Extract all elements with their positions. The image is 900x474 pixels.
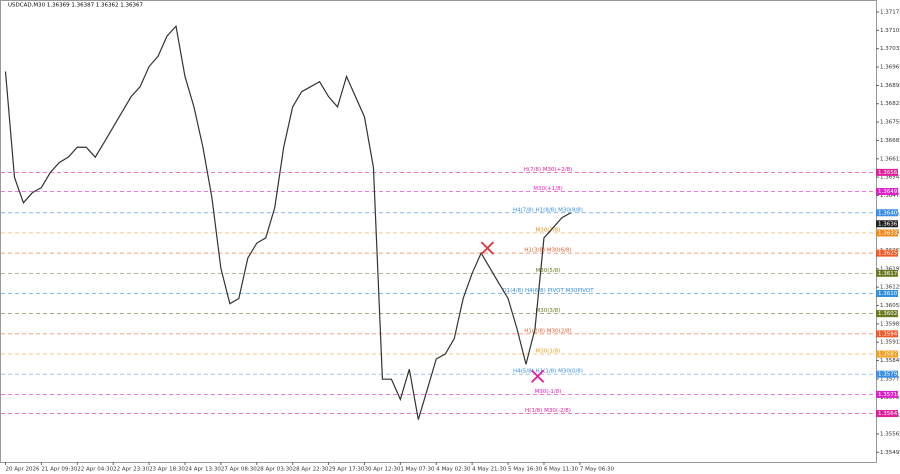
level-label: H4(5/8) H1(1/8) M30(0/8) [513, 369, 583, 375]
y-tick-label: 1.35845 [880, 358, 900, 364]
level-price: 1.3649 [878, 189, 898, 195]
plot-frame [0, 0, 877, 463]
x-tick-label: 24 Apr 13:30 [185, 467, 221, 473]
y-tick-label: 1.35915 [880, 340, 900, 346]
y-tick-label: 1.36615 [880, 156, 900, 162]
x-tick-label: 20 Apr 2026 [5, 467, 40, 473]
x-tick-label: 5 May 16:30 [508, 467, 543, 473]
marker-cross [531, 369, 545, 383]
x-tick-label: 28 Apr 03:30 [257, 467, 293, 473]
x-tick-label: 21 Apr 09:30 [41, 467, 77, 473]
level-label: M30(7/8) [536, 227, 561, 233]
level-label: M30(5/8) [536, 268, 561, 274]
level-price: 1.36255 [878, 251, 900, 257]
marker-cross [480, 241, 495, 255]
y-tick-label: 1.36545 [880, 175, 900, 181]
x-tick-label: 22 Apr 04:30 [77, 467, 113, 473]
last-price-box [876, 220, 898, 228]
level-price: 1.35947 [878, 331, 900, 337]
level-price: 1.35643 [878, 411, 900, 417]
y-tick-label: 1.37175 [880, 10, 900, 16]
y-tick-label: 1.36475 [880, 193, 900, 199]
level-price-box [876, 229, 898, 237]
level-price: 1.35716 [878, 392, 900, 398]
level-label: H1(3/8) M30(6/8) [524, 248, 571, 254]
level-price-box [876, 289, 898, 297]
level-label: M30(+1/8) [533, 186, 563, 192]
y-tick-label: 1.36755 [880, 120, 900, 126]
level-label: M30(3/8) [536, 308, 561, 314]
y-tick-label: 1.35495 [880, 450, 900, 456]
level-price-box [876, 390, 898, 398]
x-tick-label: 28 Apr 22:30 [293, 467, 329, 473]
level-price: 1.36563 [878, 170, 900, 176]
x-tick-label: 23 Apr 18:30 [149, 467, 185, 473]
y-tick-label: 1.36125 [880, 285, 900, 291]
level-label: D1(4/8) H4(6/8) PIVOT M30PIVOT [502, 288, 594, 294]
level-price: 1.36024 [878, 311, 900, 317]
x-tick-label: 22 Apr 23:30 [113, 467, 149, 473]
y-tick-label: 1.37105 [880, 28, 900, 34]
level-label: H4(7/8) H1(8/8) M30(8/8) [513, 207, 583, 213]
x-tick-label: 6 May 11:30 [544, 467, 579, 473]
level-label: H(7/8) M30(+2/8) [524, 167, 573, 173]
y-tick-label: 1.36685 [880, 138, 900, 144]
level-price-box [876, 168, 898, 176]
y-tick-label: 1.36195 [880, 266, 900, 272]
y-tick-label: 1.36895 [880, 83, 900, 89]
level-price: 1.36332 [878, 230, 900, 236]
level-price: 1.35793 [878, 372, 900, 378]
y-tick-label: 1.37035 [880, 46, 900, 52]
level-price-box [876, 209, 898, 217]
y-tick-label: 1.35775 [880, 376, 900, 382]
level-label: H1(2/8) M30(2/8) [524, 328, 571, 334]
level-price-box [876, 249, 898, 257]
last-price: 1.36367 [878, 221, 900, 227]
y-tick-label: 1.35985 [880, 321, 900, 327]
x-tick-label: 4 May 02:30 [436, 467, 471, 473]
x-tick-label: 27 Apr 08:30 [221, 467, 257, 473]
level-label: M30(-1/8) [535, 389, 562, 395]
level-price-box [876, 269, 898, 277]
x-tick-label: 1 May 07:30 [400, 467, 435, 473]
level-label: M30(1/8) [536, 349, 561, 355]
level-price: 1.36409 [878, 210, 900, 216]
x-tick-label: 7 May 06:30 [580, 467, 615, 473]
level-price-box [876, 410, 898, 418]
x-tick-label: 4 May 21:30 [472, 467, 507, 473]
level-price: 1.36101 [878, 291, 900, 297]
y-tick-label: 1.36055 [880, 303, 900, 309]
x-tick-label: 30 Apr 12:30 [364, 467, 400, 473]
level-price: 1.3587 [878, 352, 898, 358]
x-tick-label: 29 Apr 17:30 [329, 467, 365, 473]
y-tick-label: 1.35565 [880, 431, 900, 437]
y-tick-label: 1.36965 [880, 65, 900, 71]
y-tick-label: 1.36825 [880, 101, 900, 107]
level-price-box [876, 330, 898, 338]
level-label: H(1/8) M30(-2/8) [525, 408, 571, 414]
level-price-box [876, 310, 898, 318]
level-price-box [876, 350, 898, 358]
chart-title: USDCAD,M30 1.36369 1.36387 1.36362 1.363… [8, 3, 144, 9]
level-price-box [876, 370, 898, 378]
level-price: 1.36178 [878, 271, 900, 277]
level-price-box [876, 188, 898, 196]
price-line [4, 24, 572, 420]
